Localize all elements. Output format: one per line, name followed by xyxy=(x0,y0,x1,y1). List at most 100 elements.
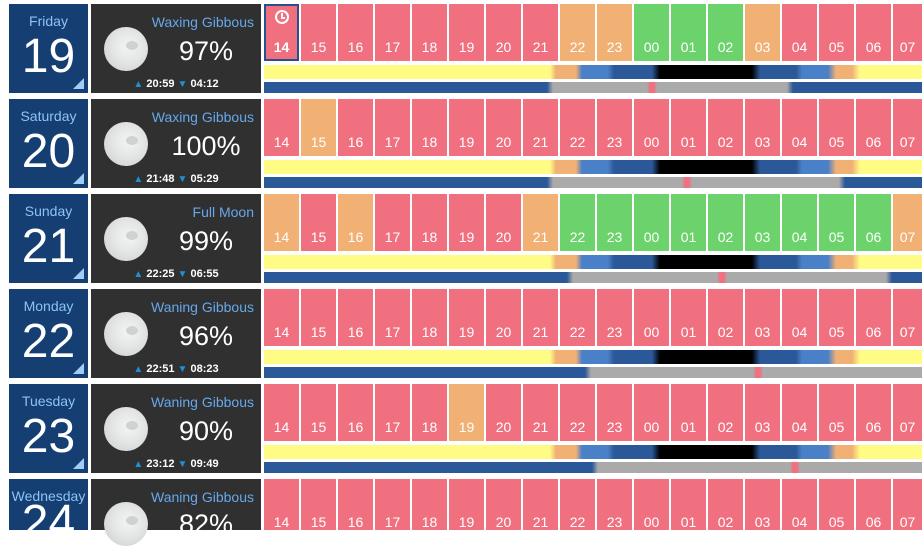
hour-cell[interactable]: 07 xyxy=(893,99,922,156)
hour-cell[interactable]: 19 xyxy=(449,194,484,251)
hour-cell[interactable]: 15 xyxy=(301,384,336,441)
hour-cell[interactable]: 21 xyxy=(523,479,558,530)
hour-cell[interactable]: 19 xyxy=(449,479,484,530)
hour-cell[interactable]: 21 xyxy=(523,289,558,346)
hour-cell[interactable]: 03 xyxy=(745,384,780,441)
hour-cell[interactable]: 22 xyxy=(560,384,595,441)
hour-cell[interactable]: 02 xyxy=(708,289,743,346)
date-box[interactable]: Wednesday 24 xyxy=(9,479,88,547)
hour-cell[interactable]: 20 xyxy=(486,194,521,251)
hour-cell[interactable]: 07 xyxy=(893,194,922,251)
hour-cell[interactable]: 15 xyxy=(301,4,336,61)
date-box[interactable]: Saturday 20 xyxy=(9,99,88,188)
hour-cell[interactable]: 06 xyxy=(856,4,891,61)
hour-cell[interactable]: 20 xyxy=(486,479,521,530)
hour-cell[interactable]: 15 xyxy=(301,479,336,530)
expand-corner-icon[interactable] xyxy=(73,363,84,374)
hour-cell[interactable]: 17 xyxy=(375,99,410,156)
hour-cell[interactable]: 17 xyxy=(375,4,410,61)
hour-cell[interactable]: 14 xyxy=(264,4,299,61)
hour-cell[interactable]: 03 xyxy=(745,479,780,530)
hour-cell[interactable]: 16 xyxy=(338,384,373,441)
hour-cell[interactable]: 01 xyxy=(671,4,706,61)
hour-cell[interactable]: 05 xyxy=(819,384,854,441)
hour-cell[interactable]: 20 xyxy=(486,384,521,441)
hour-cell[interactable]: 17 xyxy=(375,194,410,251)
hour-cell[interactable]: 19 xyxy=(449,99,484,156)
hour-cell[interactable]: 22 xyxy=(560,4,595,61)
hour-cell[interactable]: 22 xyxy=(560,479,595,530)
hour-cell[interactable]: 17 xyxy=(375,289,410,346)
hour-cell[interactable]: 18 xyxy=(412,194,447,251)
hour-cell[interactable]: 00 xyxy=(634,384,669,441)
hour-cell[interactable]: 16 xyxy=(338,194,373,251)
hour-cell[interactable]: 01 xyxy=(671,479,706,530)
hour-cell[interactable]: 00 xyxy=(634,4,669,61)
hour-cell[interactable]: 04 xyxy=(782,289,817,346)
hour-cell[interactable]: 00 xyxy=(634,194,669,251)
hour-cell[interactable]: 18 xyxy=(412,289,447,346)
hour-cell[interactable]: 04 xyxy=(782,384,817,441)
hour-cell[interactable]: 22 xyxy=(560,194,595,251)
hour-cell[interactable]: 16 xyxy=(338,99,373,156)
hour-cell[interactable]: 14 xyxy=(264,289,299,346)
date-box[interactable]: Sunday 21 xyxy=(9,194,88,283)
hour-cell[interactable]: 07 xyxy=(893,479,922,530)
hour-cell[interactable]: 02 xyxy=(708,4,743,61)
hour-cell[interactable]: 02 xyxy=(708,479,743,530)
hour-cell[interactable]: 02 xyxy=(708,194,743,251)
hour-cell[interactable]: 16 xyxy=(338,289,373,346)
date-box[interactable]: Friday 19 xyxy=(9,4,88,93)
hour-cell[interactable]: 00 xyxy=(634,289,669,346)
hour-cell[interactable]: 06 xyxy=(856,194,891,251)
hour-cell[interactable]: 20 xyxy=(486,289,521,346)
date-box[interactable]: Tuesday 23 xyxy=(9,384,88,473)
hour-cell[interactable]: 20 xyxy=(486,99,521,156)
hour-cell[interactable]: 19 xyxy=(449,289,484,346)
date-box[interactable]: Monday 22 xyxy=(9,289,88,378)
hour-cell[interactable]: 18 xyxy=(412,99,447,156)
hour-cell[interactable]: 23 xyxy=(597,194,632,251)
hour-cell[interactable]: 14 xyxy=(264,99,299,156)
hour-cell[interactable]: 02 xyxy=(708,384,743,441)
expand-corner-icon[interactable] xyxy=(73,458,84,469)
hour-cell[interactable]: 06 xyxy=(856,99,891,156)
hour-cell[interactable]: 03 xyxy=(745,99,780,156)
hour-cell[interactable]: 21 xyxy=(523,384,558,441)
hour-cell[interactable]: 23 xyxy=(597,99,632,156)
hour-cell[interactable]: 21 xyxy=(523,194,558,251)
hour-cell[interactable]: 01 xyxy=(671,289,706,346)
hour-cell[interactable]: 00 xyxy=(634,99,669,156)
expand-corner-icon[interactable] xyxy=(73,173,84,184)
hour-cell[interactable]: 01 xyxy=(671,194,706,251)
hour-cell[interactable]: 23 xyxy=(597,289,632,346)
hour-cell[interactable]: 04 xyxy=(782,4,817,61)
hour-cell[interactable]: 03 xyxy=(745,289,780,346)
hour-cell[interactable]: 04 xyxy=(782,479,817,530)
hour-cell[interactable]: 22 xyxy=(560,99,595,156)
hour-cell[interactable]: 05 xyxy=(819,99,854,156)
hour-cell[interactable]: 22 xyxy=(560,289,595,346)
hour-cell[interactable]: 06 xyxy=(856,384,891,441)
expand-corner-icon[interactable] xyxy=(73,268,84,279)
hour-cell[interactable]: 05 xyxy=(819,194,854,251)
hour-cell[interactable]: 06 xyxy=(856,289,891,346)
hour-cell[interactable]: 15 xyxy=(301,99,336,156)
hour-cell[interactable]: 15 xyxy=(301,194,336,251)
hour-cell[interactable]: 21 xyxy=(523,99,558,156)
hour-cell[interactable]: 01 xyxy=(671,384,706,441)
hour-cell[interactable]: 18 xyxy=(412,4,447,61)
hour-cell[interactable]: 03 xyxy=(745,194,780,251)
hour-cell[interactable]: 23 xyxy=(597,479,632,530)
hour-cell[interactable]: 18 xyxy=(412,479,447,530)
hour-cell[interactable]: 07 xyxy=(893,4,922,61)
hour-cell[interactable]: 03 xyxy=(745,4,780,61)
hour-cell[interactable]: 14 xyxy=(264,194,299,251)
hour-cell[interactable]: 17 xyxy=(375,384,410,441)
hour-cell[interactable]: 15 xyxy=(301,289,336,346)
hour-cell[interactable]: 05 xyxy=(819,479,854,530)
hour-cell[interactable]: 04 xyxy=(782,99,817,156)
hour-cell[interactable]: 06 xyxy=(856,479,891,530)
hour-cell[interactable]: 05 xyxy=(819,289,854,346)
hour-cell[interactable]: 07 xyxy=(893,289,922,346)
